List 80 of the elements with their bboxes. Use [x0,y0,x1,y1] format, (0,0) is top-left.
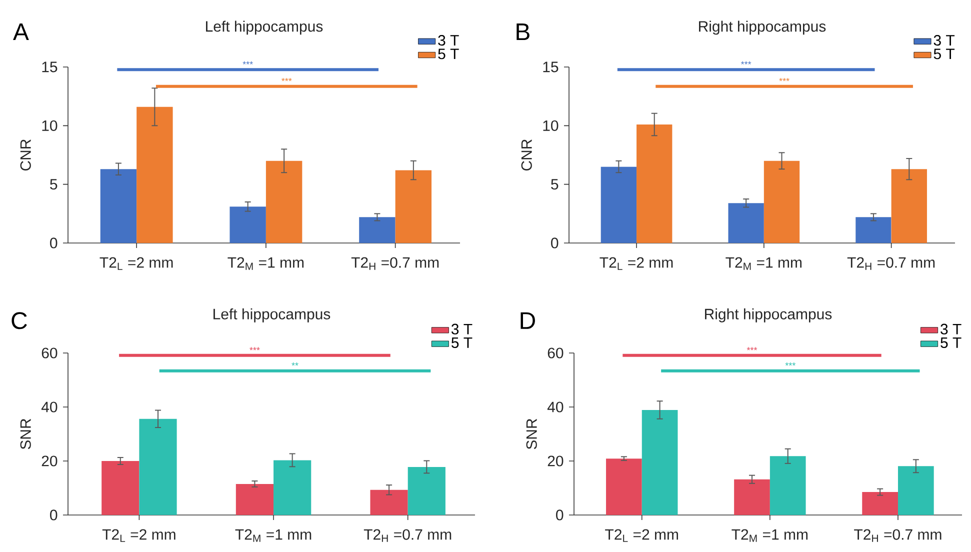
y-tick-label: 0 [556,510,564,520]
legend-label: 5 T [934,48,955,60]
annotation: ** [292,362,298,366]
y-tick-label: 20 [548,456,564,466]
text: *** [740,61,752,64]
chart-title: Left hippocampus [206,20,323,35]
legend-label: 5 T [452,338,472,348]
x-tick-label: T2$_{M}$ =1 mm [732,529,808,542]
bar [370,490,408,515]
x-tick-label: T2$_{M}$ =1 mm [235,529,312,542]
text: A [13,24,29,40]
bar [642,410,678,515]
x-tick-label: T2$_{L}$ =2 mm [600,257,673,270]
x-tick-label: T2$_{L}$ =2 mm [100,257,173,270]
y-tick-label: 5 [50,179,58,190]
x-tick-label: T2$_{L}$ =2 mm [605,529,678,542]
legend-label: 3 T [438,34,459,46]
bar [102,461,140,515]
x-tick-label: T2$_{H}$ =0.7 mm [847,257,935,270]
bar [359,217,396,243]
y-tick-label: 20 [42,456,58,466]
x-tick-label: T2$_{H}$ =0.7 mm [351,257,439,270]
annotation: *** [779,78,790,82]
y-tick-label: 60 [548,348,564,358]
bar [100,169,137,243]
bar [139,418,177,515]
bar [136,106,173,243]
x-tick-label: T2$_{L}$ =2 mm [102,529,176,542]
text: D [520,312,535,329]
y-axis-title: SNR [20,418,31,450]
x-tick-label: T2$_{M}$ =1 mm [228,257,304,270]
legend-label: 5 T [438,48,459,60]
y-tick-label: 10 [42,120,58,131]
legend-label: 5 T [940,338,962,348]
text: B [516,24,530,40]
y-tick-label: 15 [543,62,558,72]
x-tick-label: T2$_{H}$ =0.7 mm [854,529,942,542]
bar [236,484,274,515]
text: *** [250,347,260,350]
x-tick-label: T2$_{H}$ =0.7 mm [364,529,452,542]
y-tick-label: 40 [547,402,564,412]
bar [898,466,934,515]
annotation: *** [785,362,796,366]
annotation: *** [282,78,292,82]
y-tick-label: 0 [50,238,58,248]
bar [230,206,266,243]
y-tick-label: 0 [551,238,558,248]
bar [764,160,800,243]
bar [274,460,312,515]
text: *** [746,347,758,350]
bar [770,456,806,515]
legend-label: 3 T [940,324,962,334]
y-tick-label: 5 [551,179,558,190]
bar [266,160,302,243]
chart-title: Left hippocampus [214,308,330,322]
y-axis-title: CNR [521,139,532,170]
bar [636,124,672,243]
y-tick-label: 0 [50,510,58,520]
bar [856,217,892,243]
bar [395,170,432,243]
y-tick-label: 40 [41,402,58,412]
y-tick-label: 60 [42,348,58,358]
bar [606,458,642,515]
legend-label: 3 T [451,324,472,334]
y-axis-title: SNR [526,418,537,450]
chart-title: Right hippocampus [699,20,826,35]
legend-label: 3 T [934,34,955,46]
text: C [12,312,27,330]
y-tick-label: 15 [42,62,58,72]
bar [862,492,898,515]
y-axis-title: CNR [20,139,31,170]
bar [600,166,637,243]
text: *** [242,61,253,64]
chart-title: Right hippocampus [705,308,832,322]
bar [891,169,927,243]
x-tick-label: T2$_{M}$ =1 mm [726,257,802,270]
bar [734,479,770,515]
bar [728,203,764,243]
bar [408,466,446,515]
y-tick-label: 10 [543,120,558,131]
